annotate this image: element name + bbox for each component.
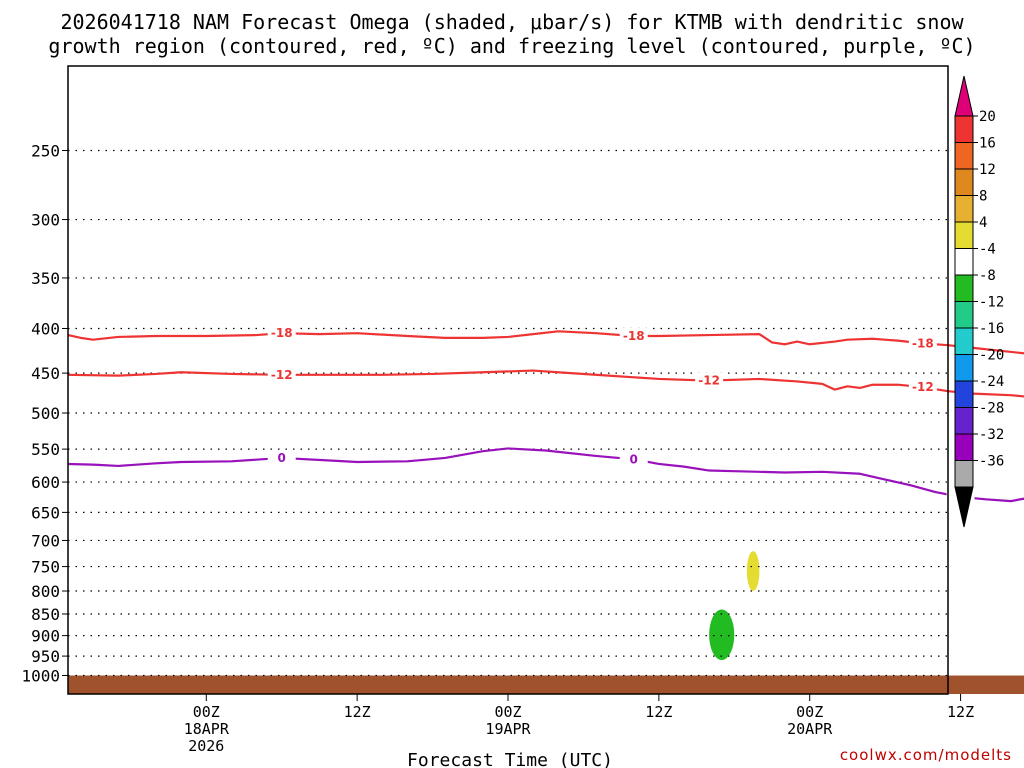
x-tick-label: 12Z (947, 703, 974, 721)
omega-region (709, 609, 735, 661)
y-tick-label: 500 (31, 404, 60, 423)
contour-label: -18 (912, 336, 934, 350)
omega-region (746, 551, 760, 592)
colorbar-swatch (954, 407, 974, 435)
colorbar-swatch (954, 380, 974, 408)
contour-label: -18 (623, 329, 645, 343)
contour-label-bg (619, 451, 648, 467)
contour-label-bg (908, 379, 937, 395)
contour-label: -18 (271, 326, 293, 340)
colorbar-label: 16 (979, 136, 996, 152)
colorbar-label: 8 (979, 189, 987, 205)
x-tick-label: 12Z (344, 703, 371, 721)
colorbar-swatch (954, 433, 974, 461)
contour-label-bg (695, 372, 724, 388)
omega-region (1010, 613, 1024, 664)
contour-label: -12 (271, 368, 293, 382)
y-tick-label: 650 (31, 503, 60, 522)
colorbar-label: 4 (979, 215, 987, 231)
omega-region (68, 635, 106, 661)
y-axis: 250 300 350 400 450 500 550 600 650 700 750 800 850 9… (21, 142, 68, 686)
colorbar-cap-top (954, 75, 974, 117)
colorbar-swatch (954, 168, 974, 196)
colorbar-label: -12 (979, 295, 1004, 311)
contour-0 (67, 447, 1024, 503)
ground-fill (68, 675, 1024, 694)
colorbar-swatch (954, 301, 974, 329)
y-tick-label: 600 (31, 473, 60, 492)
omega-region (684, 566, 785, 664)
omega-shading-layer (68, 551, 1024, 694)
colorbar-label: -32 (979, 427, 1004, 443)
plot-frame (67, 65, 949, 695)
y-tick-label: 350 (31, 269, 60, 288)
y-tick-label: 400 (31, 320, 60, 339)
colorbar-label: -24 (979, 374, 1004, 390)
chart-title-line-1: 2026041718 NAM Forecast Omega (shaded, μ… (60, 10, 964, 34)
colorbar-label: -20 (979, 348, 1004, 364)
x-tick-label: 00Z (494, 703, 521, 721)
colorbar: 20 16 12 8 4 -4 -8 -12 -16 -20 -24 -28 -32 -36 (954, 75, 1004, 528)
y-tick-label: 800 (31, 582, 60, 601)
x-tick-label: 12Z (645, 703, 672, 721)
y-tick-label: 700 (31, 531, 60, 550)
contour-label-bg (619, 328, 648, 344)
grid-layer (68, 149, 948, 677)
colorbar-swatch (954, 354, 974, 382)
colorbar-label: -16 (979, 321, 1004, 337)
y-tick-label: 900 (31, 627, 60, 646)
colorbar-swatch (954, 248, 974, 276)
colorbar-label: 12 (979, 162, 996, 178)
contour-label-bg (908, 335, 937, 351)
y-tick-label: 250 (31, 142, 60, 161)
x-axis-title: Forecast Time (UTC) (407, 750, 613, 768)
colorbar-swatch (954, 327, 974, 355)
colorbar-label: 20 (979, 109, 996, 125)
contour--12 (67, 369, 1024, 398)
y-tick-label: 950 (31, 647, 60, 666)
contour-label-bg (267, 366, 296, 382)
colorbar-label: -8 (979, 268, 996, 284)
colorbar-swatch (954, 142, 974, 170)
colorbar-swatch (954, 460, 974, 488)
colorbar-swatch (954, 221, 974, 249)
x-tick-label: 19APR (485, 720, 531, 738)
y-tick-label: 550 (31, 440, 60, 459)
colorbar-cap-bottom (954, 486, 974, 528)
x-tick-label: 2026 (188, 737, 224, 755)
contour-label: 0 (278, 451, 286, 465)
contour-label-bg (267, 449, 296, 465)
colorbar-label: -36 (979, 454, 1004, 470)
contour-label: 0 (630, 452, 638, 466)
x-tick-label: 18APR (184, 720, 230, 738)
colorbar-swatch (954, 115, 974, 143)
colorbar-swatch (954, 274, 974, 302)
x-tick-label: 20APR (787, 720, 833, 738)
x-tick-label: 00Z (796, 703, 823, 721)
chart-title-line-2: growth region (contoured, red, ºC) and f… (48, 34, 976, 58)
contour-layer: -18-18-18-12-12-12000 (67, 325, 1024, 504)
x-axis: 00Z18APR202612Z00Z19APR12Z00Z20APR12Z00Z… (184, 694, 974, 755)
contour-label-bg (267, 325, 296, 341)
colorbar-label: -4 (979, 242, 996, 258)
source-credit: coolwx.com/modelts (839, 746, 1012, 764)
y-tick-label: 750 (31, 558, 60, 577)
contour-label: -12 (698, 374, 720, 388)
y-tick-label: 450 (31, 364, 60, 383)
y-tick-label: 300 (31, 211, 60, 230)
x-tick-label: 00Z (193, 703, 220, 721)
contour-label: -12 (912, 380, 934, 394)
colorbar-label: -28 (979, 401, 1004, 417)
y-tick-label: 1000 (21, 667, 60, 686)
y-tick-label: 850 (31, 605, 60, 624)
contour--18 (67, 330, 1024, 355)
colorbar-swatch (954, 195, 974, 223)
